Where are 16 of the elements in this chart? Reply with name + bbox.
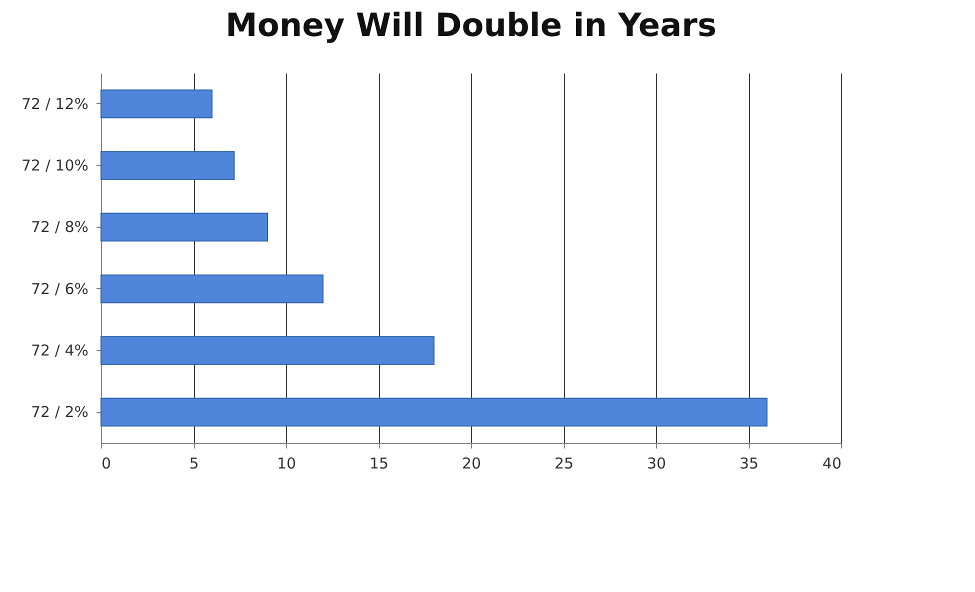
y-tick-label: 72 / 10% xyxy=(21,156,88,174)
y-tick-label: 72 / 4% xyxy=(31,342,88,360)
y-tick-label: 72 / 12% xyxy=(21,94,88,113)
y-tick-label: 72 / 8% xyxy=(31,218,88,236)
chart-title: Money Will Double in Years xyxy=(226,6,716,44)
x-tick-label: 30 xyxy=(646,454,666,472)
x-tick-label: 40 xyxy=(822,454,842,472)
y-tick-label: 72 / 2% xyxy=(31,403,88,422)
x-tick-label: 15 xyxy=(369,454,389,472)
x-tick-label: 20 xyxy=(462,454,482,472)
x-tick-label: 35 xyxy=(739,454,759,472)
y-tick-label: 72 / 6% xyxy=(31,280,88,298)
x-tick-label: 0 xyxy=(102,454,112,472)
x-tick-label: 5 xyxy=(189,454,199,472)
x-tick-label: 25 xyxy=(554,454,574,472)
x-tick-label: 10 xyxy=(276,454,296,472)
